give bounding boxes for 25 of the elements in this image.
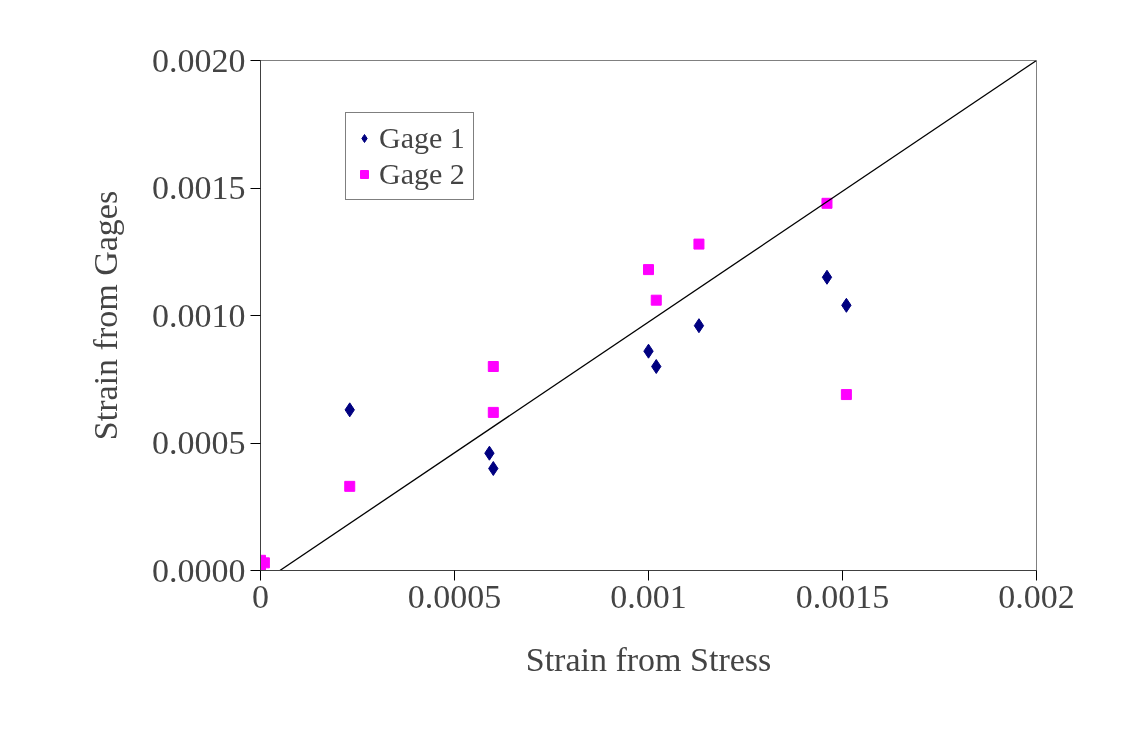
point — [821, 269, 833, 285]
y-axis-title: Strain from Gages — [87, 190, 124, 441]
x-axis-title: Strain from Stress — [525, 640, 772, 678]
point — [650, 294, 662, 306]
point — [344, 480, 356, 492]
x-tick-label: 0.0015 — [795, 577, 890, 615]
point — [643, 264, 654, 276]
point — [487, 406, 499, 418]
y-tick-label: 0.0010 — [152, 296, 246, 334]
y-tick-label: 0.0000 — [152, 551, 246, 589]
point — [840, 389, 852, 401]
y-tick-label: 0.0015 — [152, 169, 246, 206]
x-tick-label: 0 — [252, 577, 269, 615]
x-tick-label: 0.0005 — [407, 577, 502, 615]
legend-label: Gage 2 — [379, 157, 465, 191]
y-tick-label: 0.0005 — [152, 424, 246, 461]
legend-label: Gage 1 — [379, 121, 465, 155]
point — [693, 238, 705, 250]
x-tick-label: 0.002 — [998, 577, 1075, 615]
point — [487, 361, 499, 372]
point — [488, 461, 499, 476]
x-tick-label: 0.001 — [610, 577, 687, 615]
point — [693, 318, 705, 334]
point — [651, 359, 662, 374]
y-tick-label: 0.0020 — [152, 41, 246, 79]
